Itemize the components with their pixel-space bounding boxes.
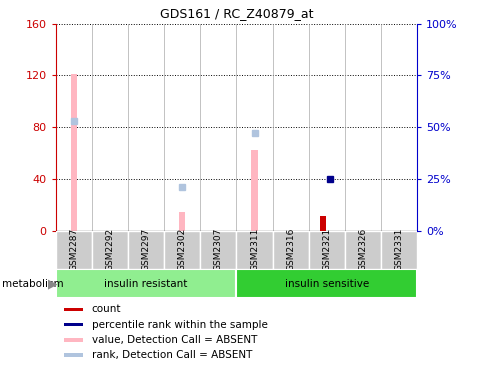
Title: GDS161 / RC_Z40879_at: GDS161 / RC_Z40879_at [159,7,313,20]
Text: count: count [91,305,121,314]
Bar [64,353,83,356]
Bar [56,231,92,269]
Bar [308,231,344,269]
Bar [71,74,77,231]
Bar [236,269,416,298]
Text: GSM2321: GSM2321 [321,228,331,272]
Text: GSM2292: GSM2292 [105,228,114,271]
Text: GSM2326: GSM2326 [358,228,367,272]
Bar [236,231,272,269]
Text: GSM2307: GSM2307 [213,228,223,272]
Text: GSM2316: GSM2316 [286,228,295,272]
Bar [64,338,83,341]
Bar [128,231,164,269]
Bar [272,231,308,269]
Bar [64,308,83,311]
Bar [320,216,325,231]
Bar [344,231,380,269]
Bar [56,269,236,298]
Bar [92,231,128,269]
Text: rank, Detection Call = ABSENT: rank, Detection Call = ABSENT [91,350,252,360]
Bar [251,150,257,231]
Bar [164,231,200,269]
Bar [64,323,83,326]
Text: GSM2311: GSM2311 [249,228,258,272]
Bar [179,213,185,231]
Text: percentile rank within the sample: percentile rank within the sample [91,320,267,330]
Text: GSM2302: GSM2302 [177,228,186,272]
Text: metabolism: metabolism [2,279,64,289]
Text: GSM2287: GSM2287 [69,228,78,272]
Text: GSM2331: GSM2331 [393,228,403,272]
Bar [380,231,416,269]
Text: GSM2297: GSM2297 [141,228,151,272]
Text: insulin sensitive: insulin sensitive [284,279,368,289]
Text: value, Detection Call = ABSENT: value, Detection Call = ABSENT [91,335,257,345]
Text: ▶: ▶ [47,277,57,290]
Bar [200,231,236,269]
Text: insulin resistant: insulin resistant [104,279,187,289]
